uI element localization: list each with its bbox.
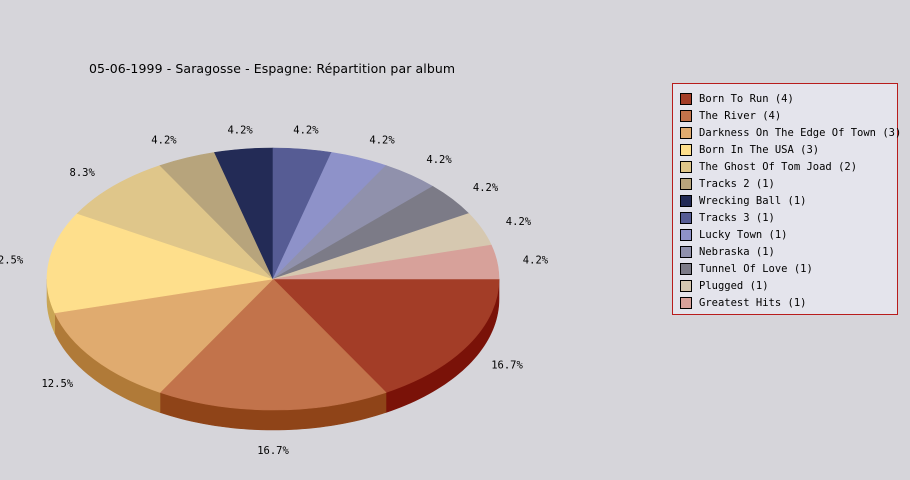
legend-item: Born To Run (4) bbox=[680, 90, 897, 107]
legend-label: Nebraska (1) bbox=[699, 245, 775, 258]
legend-item: Wrecking Ball (1) bbox=[680, 192, 897, 209]
pie-pct-label-1: 16.7% bbox=[257, 445, 289, 457]
pie-labels: 16.7% 16.7% 12.5% 12.5% 8.3% 4.2% 4.2% 4.2% 4.2%… bbox=[0, 124, 549, 457]
pie-slice-12 bbox=[272, 244, 500, 280]
pie-pct-label-3: 12.5% bbox=[0, 254, 24, 266]
legend-item: Tracks 3 (1) bbox=[680, 209, 897, 226]
legend-swatch bbox=[680, 92, 692, 105]
pie-pct-label-8: 4.2% bbox=[369, 135, 395, 147]
legend-swatch bbox=[680, 211, 692, 224]
pie-pct-label-2: 12.5% bbox=[41, 378, 73, 390]
legend-item: Nebraska (1) bbox=[680, 243, 897, 260]
legend-item: The Ghost Of Tom Joad (2) bbox=[680, 158, 897, 175]
legend-item: Greatest Hits (1) bbox=[680, 294, 897, 311]
legend-swatch bbox=[680, 228, 692, 241]
legend-label: Born To Run (4) bbox=[699, 92, 794, 105]
legend-label: Darkness On The Edge Of Town (3) bbox=[699, 126, 902, 139]
pie-slice-3 bbox=[46, 213, 274, 314]
legend: Born To Run (4) The River (4) Darkness On … bbox=[672, 83, 901, 315]
legend-label: Tunnel Of Love (1) bbox=[699, 262, 813, 275]
pie-slice-4 bbox=[76, 165, 274, 280]
legend-swatch bbox=[680, 160, 692, 173]
legend-swatch bbox=[680, 245, 692, 258]
pie-slice-1 bbox=[159, 278, 387, 411]
pie-pct-label-10: 4.2% bbox=[473, 182, 499, 194]
legend-item: Born In The USA (3) bbox=[680, 141, 897, 158]
legend-item: Tracks 2 (1) bbox=[680, 175, 897, 192]
pie-pct-label-5: 4.2% bbox=[151, 135, 177, 147]
legend-swatch bbox=[680, 177, 692, 190]
legend-label: Tracks 2 (1) bbox=[699, 177, 775, 190]
pie-pct-label-12: 4.2% bbox=[523, 254, 549, 266]
pie-pct-label-4: 8.3% bbox=[70, 167, 96, 179]
legend-label: Lucky Town (1) bbox=[699, 228, 788, 241]
pie-pct-label-9: 4.2% bbox=[426, 154, 452, 166]
legend-item: Lucky Town (1) bbox=[680, 226, 897, 243]
legend-swatch bbox=[680, 262, 692, 275]
legend-label: Born In The USA (3) bbox=[699, 143, 820, 156]
legend-label: Tracks 3 (1) bbox=[699, 211, 775, 224]
legend-swatch bbox=[680, 279, 692, 292]
legend-label: Greatest Hits (1) bbox=[699, 296, 807, 309]
pie-pct-label-7: 4.2% bbox=[293, 124, 319, 136]
legend-item: Plugged (1) bbox=[680, 277, 897, 294]
legend-item: Tunnel Of Love (1) bbox=[680, 260, 897, 277]
legend-label: The Ghost Of Tom Joad (2) bbox=[699, 160, 858, 173]
legend-label: Wrecking Ball (1) bbox=[699, 194, 807, 207]
pie-slices bbox=[46, 147, 500, 411]
pie-slice-0 bbox=[272, 278, 500, 393]
legend-swatch bbox=[680, 109, 692, 122]
pie-pct-label-6: 4.2% bbox=[227, 124, 253, 136]
legend-item: Darkness On The Edge Of Town (3) bbox=[680, 124, 901, 141]
legend-label: The River (4) bbox=[699, 109, 782, 122]
chart-title: 05-06-1999 - Saragosse - Espagne: Répart… bbox=[89, 61, 456, 76]
pie-pct-label-11: 4.2% bbox=[506, 216, 532, 228]
legend-swatch bbox=[680, 126, 692, 139]
pie-pct-label-0: 16.7% bbox=[491, 360, 523, 372]
pie-slice-2 bbox=[54, 278, 274, 393]
legend-label: Plugged (1) bbox=[699, 279, 769, 292]
legend-swatch bbox=[680, 194, 692, 207]
legend-swatch bbox=[680, 296, 692, 309]
legend-swatch bbox=[680, 143, 692, 156]
pie-chart: 16.7% 16.7% 12.5% 12.5% 8.3% 4.2% 4.2% 4.2% 4.2%… bbox=[0, 124, 549, 457]
legend-item: The River (4) bbox=[680, 107, 897, 124]
